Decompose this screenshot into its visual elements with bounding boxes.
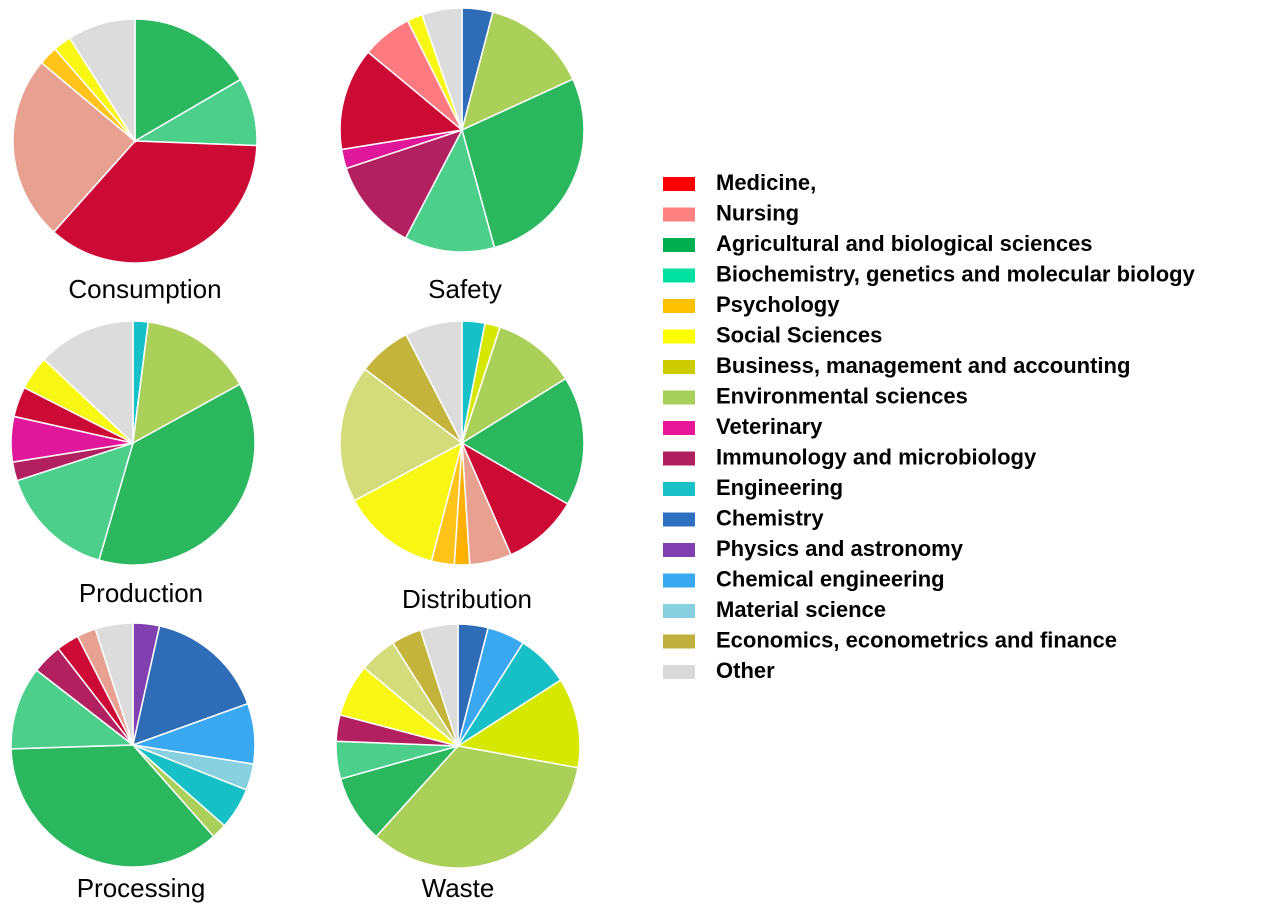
pie-slice — [419, 623, 459, 747]
legend-label: Chemistry — [716, 505, 824, 530]
pie-slice — [353, 441, 464, 563]
legend-swatch — [663, 604, 695, 618]
pie-title: Distribution — [402, 584, 532, 614]
legend-swatch — [663, 238, 695, 252]
pie-slice — [16, 441, 135, 562]
legend-label: Chemical engineering — [716, 566, 945, 591]
legend-swatch — [663, 390, 695, 405]
pie-slice — [455, 679, 581, 769]
legend-swatch — [663, 329, 695, 344]
legend-swatch — [663, 451, 695, 466]
legend-swatch — [663, 360, 695, 374]
legend-label: Social Sciences — [716, 322, 882, 347]
legend-swatch — [663, 177, 695, 191]
pie-slice — [405, 320, 463, 444]
legend-label: Other — [716, 658, 775, 683]
legend-swatch — [663, 573, 695, 588]
legend-label: Business, management and accounting — [716, 353, 1130, 378]
pie-title: Processing — [77, 873, 206, 903]
pie-slice — [68, 18, 136, 144]
legend-swatch — [663, 665, 695, 679]
pie-slice — [461, 78, 585, 249]
pie-slice — [421, 7, 463, 131]
pie-slice — [339, 51, 464, 151]
legend-swatch — [663, 543, 695, 557]
pie-slice — [460, 377, 585, 506]
legend-swatch — [663, 299, 695, 313]
legend-label: Economics, econometrics and finance — [716, 627, 1117, 652]
pie-slice — [375, 745, 579, 869]
legend-label: Medicine, — [716, 170, 816, 195]
pie-title: Production — [79, 578, 203, 608]
pie-slice — [460, 11, 574, 132]
pie-title: Consumption — [68, 274, 221, 304]
legend-label: Veterinary — [716, 414, 823, 439]
pie-slice — [131, 625, 249, 747]
pie-title: Waste — [422, 873, 495, 903]
pie-slice — [12, 61, 137, 234]
pie-title: Safety — [428, 274, 502, 304]
pie-slice — [460, 326, 567, 445]
legend-label: Environmental sciences — [716, 383, 968, 408]
legend-label: Physics and astronomy — [716, 536, 964, 561]
legend-label: Material science — [716, 597, 886, 622]
legend-label: Immunology and microbiology — [716, 444, 1037, 469]
legend-swatch — [663, 268, 695, 283]
legend-swatch — [663, 512, 695, 527]
legend-swatch — [663, 207, 695, 222]
legend-label: Biochemistry, genetics and molecular bio… — [716, 261, 1196, 286]
legend-label: Engineering — [716, 475, 843, 500]
legend-swatch — [663, 482, 695, 496]
legend-label: Psychology — [716, 292, 840, 317]
legend-label: Nursing — [716, 200, 799, 225]
legend-swatch — [663, 634, 695, 649]
legend-label: Agricultural and biological sciences — [716, 231, 1093, 256]
pie-slice — [94, 622, 134, 746]
pie-slice — [10, 669, 136, 750]
pie-slice — [52, 140, 258, 264]
pie-slice — [98, 383, 256, 566]
pie-slice — [345, 128, 464, 240]
pie-slice — [404, 127, 496, 253]
legend-swatch — [663, 421, 695, 435]
pie-slice — [10, 744, 215, 868]
pie-slice — [132, 321, 241, 445]
pie-slice — [460, 441, 569, 556]
pie-slice — [339, 368, 464, 502]
pie-slice — [134, 18, 242, 143]
pie-slice — [43, 320, 134, 445]
